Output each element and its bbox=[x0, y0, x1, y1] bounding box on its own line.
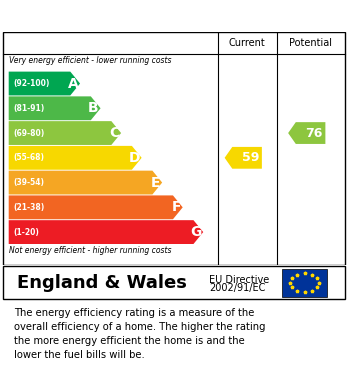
Text: (81-91): (81-91) bbox=[13, 104, 44, 113]
Text: G: G bbox=[190, 225, 201, 239]
Text: (39-54): (39-54) bbox=[13, 178, 44, 187]
Polygon shape bbox=[9, 96, 101, 120]
Text: 2002/91/EC: 2002/91/EC bbox=[209, 283, 265, 293]
Text: 76: 76 bbox=[305, 127, 323, 140]
Polygon shape bbox=[9, 121, 121, 145]
Polygon shape bbox=[9, 220, 203, 244]
Text: C: C bbox=[109, 126, 119, 140]
Polygon shape bbox=[225, 147, 262, 169]
Polygon shape bbox=[9, 196, 183, 219]
Text: (21-38): (21-38) bbox=[13, 203, 44, 212]
Text: 59: 59 bbox=[242, 151, 259, 164]
Text: E: E bbox=[151, 176, 160, 190]
Polygon shape bbox=[9, 146, 142, 170]
Text: B: B bbox=[88, 101, 99, 115]
Text: (1-20): (1-20) bbox=[13, 228, 39, 237]
Polygon shape bbox=[288, 122, 325, 144]
Polygon shape bbox=[9, 170, 162, 194]
Text: (92-100): (92-100) bbox=[13, 79, 49, 88]
Text: Energy Efficiency Rating: Energy Efficiency Rating bbox=[60, 7, 288, 25]
Text: Very energy efficient - lower running costs: Very energy efficient - lower running co… bbox=[9, 56, 171, 65]
Text: D: D bbox=[128, 151, 140, 165]
Text: F: F bbox=[172, 200, 181, 214]
Text: A: A bbox=[68, 77, 78, 91]
Text: EU Directive: EU Directive bbox=[209, 275, 269, 285]
Text: Potential: Potential bbox=[289, 38, 332, 48]
Text: England & Wales: England & Wales bbox=[17, 274, 187, 292]
Text: (69-80): (69-80) bbox=[13, 129, 44, 138]
Text: (55-68): (55-68) bbox=[13, 153, 44, 162]
FancyBboxPatch shape bbox=[282, 269, 327, 297]
Text: Not energy efficient - higher running costs: Not energy efficient - higher running co… bbox=[9, 246, 171, 255]
Text: Current: Current bbox=[229, 38, 266, 48]
Polygon shape bbox=[9, 72, 80, 95]
Text: The energy efficiency rating is a measure of the
overall efficiency of a home. T: The energy efficiency rating is a measur… bbox=[14, 308, 266, 360]
